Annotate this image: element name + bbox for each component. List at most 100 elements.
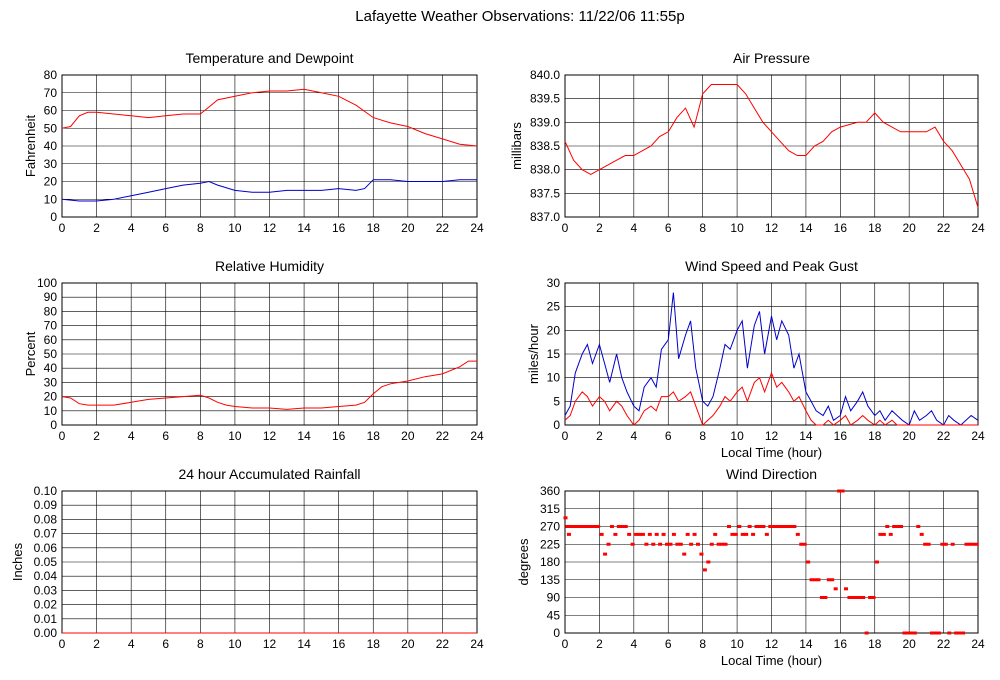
data-point — [654, 532, 659, 536]
y-tick-label: 40 — [44, 139, 58, 153]
y-axis-label: Inches — [10, 542, 25, 581]
x-tick-label: 10 — [228, 221, 242, 235]
y-tick-label: 60 — [44, 104, 58, 118]
x-tick-label: 14 — [297, 221, 311, 235]
x-tick-label: 18 — [868, 429, 882, 443]
data-point — [933, 631, 938, 635]
data-point — [961, 631, 966, 635]
data-point — [709, 542, 714, 546]
data-point — [806, 560, 811, 564]
x-tick-label: 18 — [367, 429, 381, 443]
plot-frame — [564, 282, 979, 426]
x-tick-label: 2 — [93, 221, 100, 235]
data-point — [578, 525, 583, 528]
x-tick-label: 20 — [401, 221, 415, 235]
x-tick-label: 24 — [470, 429, 484, 443]
y-tick-label: 10 — [44, 192, 58, 206]
x-tick-label: 16 — [332, 429, 346, 443]
data-point — [702, 568, 707, 572]
x-tick-label: 14 — [799, 221, 813, 235]
data-point — [878, 532, 883, 536]
data-point — [651, 542, 656, 546]
x-tick-label: 2 — [596, 637, 603, 651]
y-tick-label: 90 — [547, 591, 561, 605]
data-point — [640, 532, 645, 536]
y-tick-label: 10 — [44, 404, 58, 418]
data-point — [647, 532, 652, 536]
y-tick-label: 30 — [44, 157, 58, 171]
data-point — [885, 525, 890, 528]
data-point — [923, 542, 928, 546]
data-point — [726, 525, 731, 528]
data-point — [764, 532, 769, 536]
data-point — [837, 489, 842, 493]
data-point — [644, 542, 649, 546]
plot-frame — [61, 282, 478, 426]
y-tick-label: 100 — [37, 276, 57, 290]
y-tick-label: 315 — [540, 502, 560, 516]
x-tick-label: 0 — [59, 429, 66, 443]
x-tick-label: 8 — [699, 221, 706, 235]
y-tick-label: 45 — [547, 608, 561, 622]
x-tick-label: 6 — [162, 637, 169, 651]
x-tick-label: 16 — [332, 221, 346, 235]
data-point — [630, 542, 635, 546]
data-point — [899, 525, 904, 528]
x-tick-label: 4 — [630, 637, 637, 651]
x-tick-label: 6 — [665, 429, 672, 443]
data-point — [771, 525, 776, 528]
y-tick-label: 0.04 — [34, 569, 58, 583]
data-point — [864, 631, 869, 635]
data-point — [692, 532, 697, 536]
y-tick-label: 0.07 — [34, 527, 58, 541]
data-point — [778, 525, 783, 528]
data-point — [957, 631, 962, 635]
data-point — [833, 587, 838, 591]
data-point — [582, 525, 587, 528]
data-point — [916, 525, 921, 528]
x-tick-label: 22 — [937, 221, 951, 235]
x-tick-label: 12 — [765, 637, 779, 651]
y-tick-label: 10 — [547, 371, 561, 385]
data-point — [744, 532, 749, 536]
x-tick-label: 4 — [630, 221, 637, 235]
x-tick-label: 8 — [197, 429, 204, 443]
y-tick-label: 20 — [44, 390, 58, 404]
data-point — [757, 525, 762, 528]
data-point — [954, 631, 959, 635]
data-point — [720, 542, 725, 546]
x-tick-label: 18 — [868, 221, 882, 235]
x-tick-label: 10 — [228, 429, 242, 443]
y-tick-label: 270 — [540, 520, 560, 534]
data-point — [716, 542, 721, 546]
y-axis-label: miles/hour — [526, 323, 541, 384]
data-point — [936, 631, 941, 635]
y-tick-label: 839.0 — [530, 115, 560, 129]
x-tick-label: 10 — [228, 637, 242, 651]
y-tick-label: 0 — [50, 418, 57, 432]
y-tick-label: 838.5 — [530, 139, 560, 153]
x-tick-label: 18 — [367, 221, 381, 235]
x-tick-label: 22 — [436, 637, 450, 651]
data-point — [733, 532, 738, 536]
chart-title: Wind Direction — [726, 466, 817, 482]
y-tick-label: 70 — [44, 319, 58, 333]
x-tick-label: 4 — [128, 637, 135, 651]
x-tick-label: 16 — [834, 637, 848, 651]
x-tick-label: 18 — [868, 637, 882, 651]
data-point — [919, 532, 924, 536]
data-point — [737, 525, 742, 528]
chart-title: Temperature and Dewpoint — [185, 50, 353, 66]
y-tick-label: 0.08 — [34, 512, 58, 526]
data-point — [971, 542, 976, 546]
chart-title: Wind Speed and Peak Gust — [685, 258, 858, 274]
data-point — [589, 525, 594, 528]
x-tick-label: 8 — [699, 429, 706, 443]
y-tick-label: 0.06 — [34, 541, 58, 555]
data-point — [723, 542, 728, 546]
data-point — [974, 542, 979, 546]
x-tick-label: 0 — [562, 429, 569, 443]
